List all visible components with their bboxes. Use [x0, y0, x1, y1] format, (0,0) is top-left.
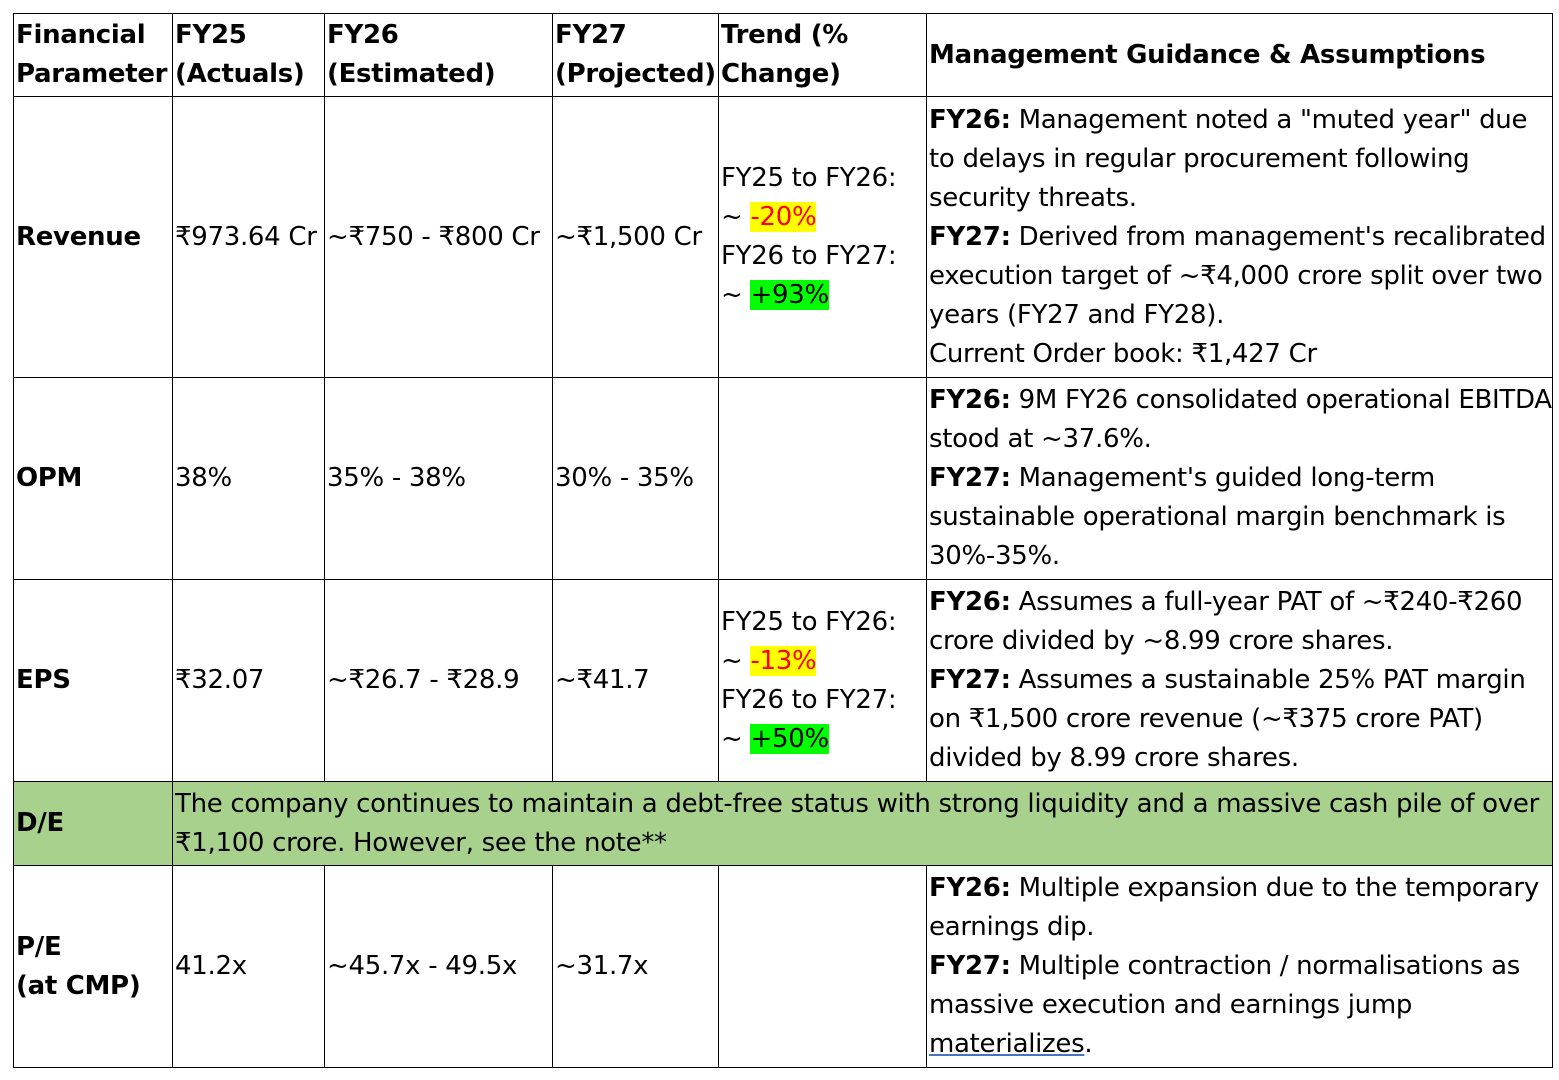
revenue-fy26[interactable]: ~₹750 - ₹800 Cr	[324, 96, 553, 378]
eps-trend-2-label: FY26 to FY27:	[721, 684, 897, 715]
revenue-guidance-fy27-key: FY27:	[929, 221, 1011, 252]
pe-guidance-fy27-key: FY27:	[929, 951, 1011, 981]
pe-guidance-fy27-text: Multiple contraction / normalisations as…	[929, 951, 1520, 1020]
revenue-trend-1-value: -20%	[750, 202, 817, 232]
pe-guidance-fy26-text: Multiple expansion due to the temporary …	[929, 873, 1539, 942]
pe-label[interactable]: P/E (at CMP)	[13, 865, 173, 1068]
financial-table: Financial Parameter FY25 (Actuals) FY26 …	[13, 13, 1553, 1068]
header-parameter[interactable]: Financial Parameter	[13, 13, 173, 97]
pe-guidance-fy26-key: FY26:	[929, 873, 1011, 903]
eps-trend-2-line: ~ +50%	[721, 720, 926, 759]
pe-guidance[interactable]: FY26: Multiple expansion due to the temp…	[926, 865, 1553, 1068]
revenue-fy27[interactable]: ~₹1,500 Cr	[552, 96, 719, 378]
financial-table-sheet: Financial Parameter FY25 (Actuals) FY26 …	[13, 13, 1553, 1068]
pe-trend[interactable]	[718, 865, 927, 1068]
revenue-guidance[interactable]: FY26: Management noted a "muted year" du…	[926, 96, 1553, 378]
pe-label-line1: P/E	[16, 931, 62, 962]
eps-trend-2-prefix: ~	[721, 723, 743, 754]
revenue-fy25[interactable]: ₹973.64 Cr	[172, 96, 325, 378]
eps-label[interactable]: EPS	[13, 579, 173, 782]
header-fy27[interactable]: FY27 (Projected)	[552, 13, 719, 97]
opm-fy27[interactable]: 30% - 35%	[552, 377, 719, 580]
opm-guidance[interactable]: FY26: 9M FY26 consolidated operational E…	[926, 377, 1553, 580]
opm-label[interactable]: OPM	[13, 377, 173, 580]
eps-guidance-fy27-text: Assumes a sustainable 25% PAT margin on …	[929, 665, 1526, 773]
opm-guidance-fy26-text: 9M FY26 consolidated operational EBITDA …	[929, 385, 1552, 454]
opm-fy26[interactable]: 35% - 38%	[324, 377, 553, 580]
eps-fy25[interactable]: ₹32.07	[172, 579, 325, 782]
de-label[interactable]: D/E	[13, 781, 173, 866]
eps-guidance-fy27-key: FY27:	[929, 665, 1011, 695]
pe-guidance-end: .	[1084, 1029, 1093, 1059]
eps-guidance-fy26-key: FY26:	[929, 587, 1011, 617]
header-trend[interactable]: Trend (% Change)	[718, 13, 927, 97]
revenue-guidance-fy27-text: Derived from management's recalibrated e…	[929, 221, 1546, 330]
pe-fy25[interactable]: 41.2x	[172, 865, 325, 1068]
revenue-trend-2-prefix: ~	[721, 280, 743, 310]
revenue-trend-1-label: FY25 to FY26:	[721, 163, 897, 193]
eps-fy26[interactable]: ~₹26.7 - ₹28.9	[324, 579, 553, 782]
de-text[interactable]: The company continues to maintain a debt…	[172, 781, 1553, 866]
eps-trend-1-prefix: ~	[721, 645, 743, 676]
pe-fy27[interactable]: ~31.7x	[552, 865, 719, 1068]
revenue-trend-2-value: +93%	[750, 280, 829, 310]
revenue-trend-2-line: ~ +93%	[721, 276, 926, 315]
eps-trend[interactable]: FY25 to FY26: ~ -13% FY26 to FY27: ~ +50…	[718, 579, 927, 782]
table-row-de: D/E The company continues to maintain a …	[13, 781, 1553, 866]
revenue-guidance-fy26-text: Management noted a "muted year" due to d…	[929, 104, 1528, 213]
eps-guidance[interactable]: FY26: Assumes a full-year PAT of ~₹240-₹…	[926, 579, 1553, 782]
revenue-trend-1-prefix: ~	[721, 202, 743, 232]
header-guidance[interactable]: Management Guidance & Assumptions	[926, 13, 1553, 97]
revenue-label[interactable]: Revenue	[13, 96, 173, 378]
eps-trend-1-label: FY25 to FY26:	[721, 606, 897, 637]
table-row-revenue: Revenue ₹973.64 Cr ~₹750 - ₹800 Cr ~₹1,5…	[13, 96, 1553, 378]
header-row: Financial Parameter FY25 (Actuals) FY26 …	[13, 13, 1553, 97]
pe-label-line2: (at CMP)	[16, 970, 141, 1001]
header-fy25[interactable]: FY25 (Actuals)	[172, 13, 325, 97]
revenue-trend[interactable]: FY25 to FY26: ~ -20% FY26 to FY27: ~ +93…	[718, 96, 927, 378]
eps-fy27[interactable]: ~₹41.7	[552, 579, 719, 782]
revenue-trend-2-label: FY26 to FY27:	[721, 241, 897, 271]
eps-trend-1-value: -13%	[750, 645, 817, 676]
opm-guidance-fy27-text: Management's guided long-term sustainabl…	[929, 463, 1506, 571]
opm-guidance-fy26-key: FY26:	[929, 385, 1011, 415]
pe-fy26[interactable]: ~45.7x - 49.5x	[324, 865, 553, 1068]
eps-trend-1-line: ~ -13%	[721, 642, 926, 681]
opm-trend[interactable]	[718, 377, 927, 580]
revenue-guidance-fy26-key: FY26:	[929, 104, 1011, 135]
eps-guidance-fy26-text: Assumes a full-year PAT of ~₹240-₹260 cr…	[929, 587, 1523, 656]
opm-fy25[interactable]: 38%	[172, 377, 325, 580]
eps-trend-2-value: +50%	[750, 723, 829, 754]
header-fy26[interactable]: FY26 (Estimated)	[324, 13, 553, 97]
pe-guidance-underlined-word: materializes	[929, 1029, 1085, 1059]
table-row-opm: OPM 38% 35% - 38% 30% - 35% FY26: 9M FY2…	[13, 377, 1553, 580]
table-row-eps: EPS ₹32.07 ~₹26.7 - ₹28.9 ~₹41.7 FY25 to…	[13, 579, 1553, 782]
revenue-trend-1-line: ~ -20%	[721, 198, 926, 237]
revenue-order-book: Current Order book: ₹1,427 Cr	[929, 338, 1317, 369]
table-row-pe: P/E (at CMP) 41.2x ~45.7x - 49.5x ~31.7x…	[13, 865, 1553, 1068]
opm-guidance-fy27-key: FY27:	[929, 463, 1011, 493]
